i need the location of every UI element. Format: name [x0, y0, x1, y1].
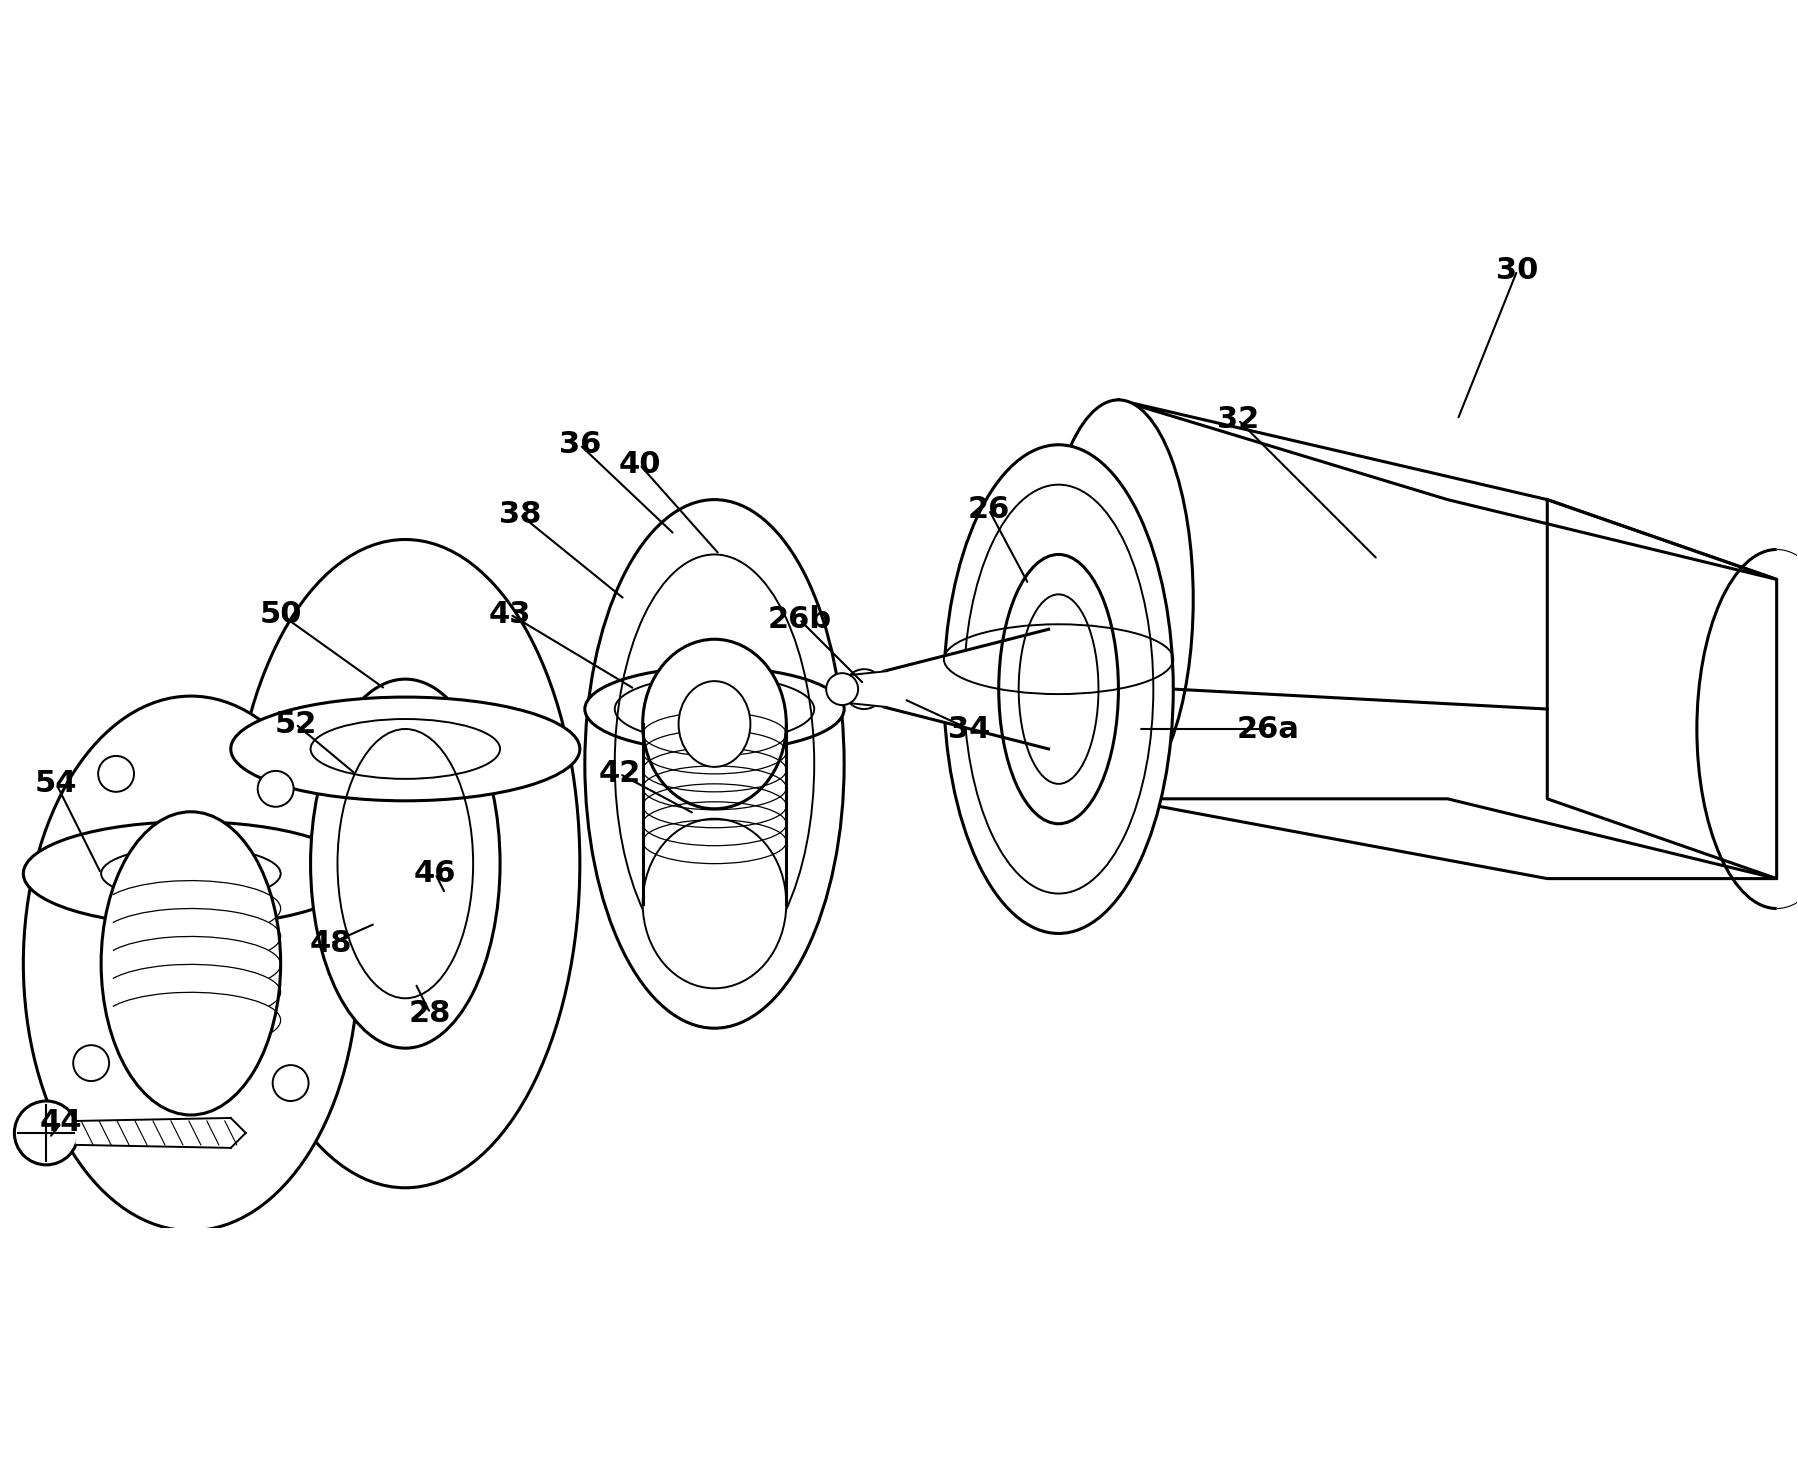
Polygon shape [1118, 799, 1776, 879]
Ellipse shape [584, 500, 843, 1028]
Ellipse shape [74, 1045, 110, 1080]
Ellipse shape [14, 1101, 77, 1165]
Text: 40: 40 [619, 451, 662, 480]
Text: 28: 28 [410, 999, 451, 1028]
Text: 46: 46 [414, 859, 457, 888]
Text: 42: 42 [599, 760, 640, 789]
Text: 32: 32 [1217, 405, 1259, 434]
Ellipse shape [230, 539, 579, 1188]
Ellipse shape [678, 681, 750, 767]
Ellipse shape [584, 668, 843, 751]
Ellipse shape [642, 639, 786, 809]
Ellipse shape [99, 755, 135, 792]
Text: 34: 34 [948, 714, 991, 744]
Polygon shape [885, 630, 1048, 749]
Ellipse shape [101, 812, 280, 1115]
Ellipse shape [827, 674, 858, 706]
Ellipse shape [642, 819, 786, 989]
Text: 26b: 26b [768, 605, 831, 634]
Ellipse shape [23, 822, 358, 926]
Ellipse shape [843, 669, 885, 709]
Text: 50: 50 [259, 599, 302, 628]
Polygon shape [76, 1118, 230, 1147]
Ellipse shape [23, 695, 358, 1231]
Text: 44: 44 [40, 1108, 83, 1137]
Ellipse shape [998, 554, 1118, 824]
Polygon shape [1548, 500, 1776, 879]
Ellipse shape [944, 445, 1174, 933]
Text: 26: 26 [967, 496, 1010, 523]
Text: 52: 52 [275, 710, 316, 739]
Ellipse shape [273, 1066, 309, 1101]
Text: 38: 38 [498, 500, 541, 529]
Polygon shape [840, 671, 886, 707]
Text: 54: 54 [34, 770, 77, 799]
Ellipse shape [311, 679, 500, 1048]
Text: 43: 43 [489, 599, 530, 628]
Text: 48: 48 [309, 929, 352, 958]
Text: 26a: 26a [1237, 714, 1300, 744]
Ellipse shape [1043, 399, 1194, 799]
Text: 30: 30 [1496, 255, 1539, 284]
Text: 36: 36 [559, 430, 601, 459]
Ellipse shape [230, 697, 579, 800]
Ellipse shape [257, 771, 293, 806]
Polygon shape [1118, 399, 1776, 579]
